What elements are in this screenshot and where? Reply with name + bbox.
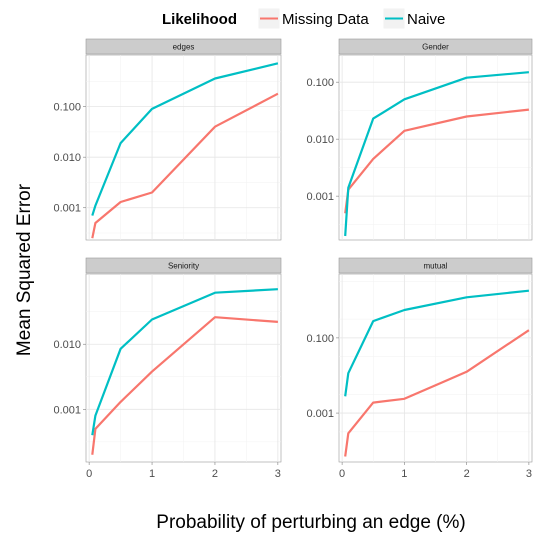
strip-gender [338,38,533,55]
series-line-missing-data [344,329,530,457]
x-tick-label: 0 [86,468,92,480]
series-line-missing-data [91,316,278,455]
series-line-naive [344,71,529,237]
y-tick-label: 0.100 [306,77,334,89]
strip-label: Gender [422,43,449,52]
facet-panel-gender: Gender 0.001 0.010 0.100 [306,38,533,241]
y-tick-label: 0.100 [53,102,81,114]
strip-mutual [338,257,533,274]
x-tick-label: 0 [339,468,345,480]
y-tick-label: 0.010 [53,339,81,351]
y-axis-title: Mean Squared Error [14,183,35,356]
y-tick-label: 0.001 [306,191,334,203]
facet-panel-edges: edges 0.001 0.010 0.100 [53,38,282,241]
legend: Likelihood Missing Data Naive [162,7,445,30]
facet-panels: edges 0.001 0.010 0.100 Gender 0.001 0.010 0.10… [53,38,533,480]
y-tick-label: 0.001 [53,203,81,215]
x-tick-label: 3 [526,468,532,480]
series-line-missing-data [91,92,279,239]
strip-label: Seniority [168,262,199,271]
y-tick-label: 0.010 [306,134,334,146]
x-tick-label: 2 [464,468,470,480]
facet-panel-seniority: Seniority 0.001 0.010 0 1 2 3 [53,257,282,480]
legend-title: Likelihood [162,11,237,28]
legend-label-missing-data: Missing Data [282,11,369,28]
series-line-naive [91,288,278,436]
strip-seniority [85,257,282,274]
legend-label-naive: Naive [407,11,445,28]
x-tick-label: 2 [212,468,218,480]
x-tick-label: 1 [149,468,155,480]
strip-edges [85,38,282,55]
facet-panel-mutual: mutual 0.001 0.100 0 1 2 3 [306,257,533,480]
y-tick-label: 0.001 [306,408,334,420]
y-tick-label: 0.100 [306,333,334,345]
y-tick-label: 0.010 [53,152,81,164]
x-tick-label: 1 [401,468,407,480]
strip-label: mutual [423,262,447,271]
strip-label: edges [173,43,195,52]
x-axis-title: Probability of perturbing an edge (%) [156,512,465,533]
y-tick-label: 0.001 [53,404,81,416]
series-line-naive [344,289,530,397]
series-line-naive [91,62,279,216]
x-tick-label: 3 [275,468,281,480]
